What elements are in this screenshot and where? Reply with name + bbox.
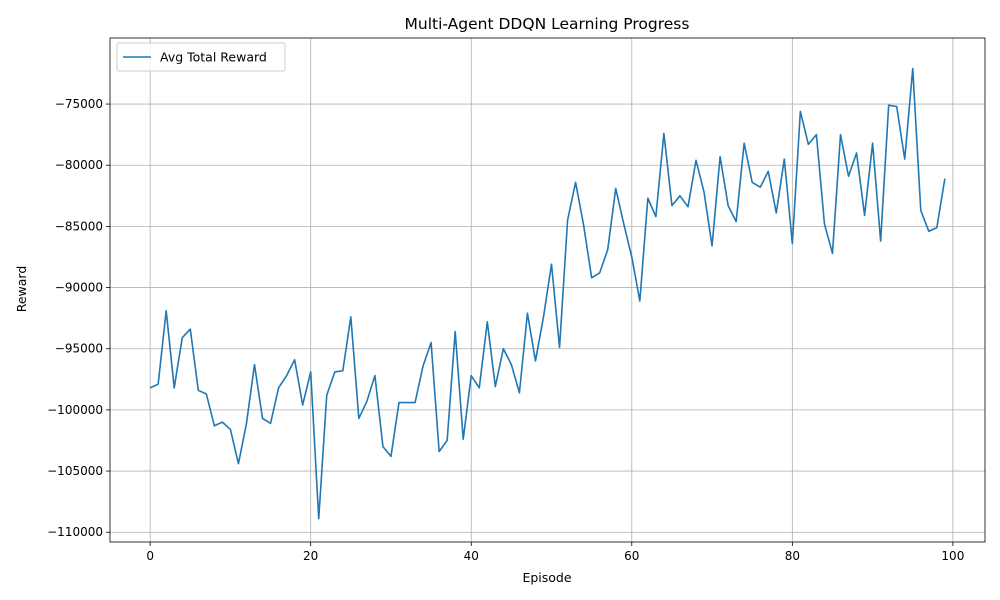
- y-tick-label: −80000: [55, 158, 103, 172]
- axis-ticks: 0 20 40 60 80 100 −110000 −105000 −100000 −95000 −…: [47, 97, 964, 563]
- y-tick-label: −90000: [55, 281, 103, 295]
- x-tick-label: 80: [785, 549, 800, 563]
- chart-title: Multi-Agent DDQN Learning Progress: [405, 15, 690, 33]
- y-tick-label: −100000: [47, 403, 103, 417]
- y-tick-label: −85000: [55, 219, 103, 233]
- plot-area-frame: [109, 37, 986, 543]
- y-tick-label: −75000: [55, 97, 103, 111]
- y-axis-label: Reward: [14, 266, 29, 313]
- legend-box: [116, 42, 286, 72]
- y-tick-label: −110000: [47, 525, 103, 539]
- x-tick-label: 100: [941, 549, 964, 563]
- x-tick-label: 40: [464, 549, 479, 563]
- legend-label: Avg Total Reward: [160, 50, 267, 65]
- x-tick-label: 60: [624, 549, 639, 563]
- y-tick-label: −95000: [55, 342, 103, 356]
- series-layer: [149, 67, 946, 520]
- y-tick-label: −105000: [47, 464, 103, 478]
- x-tick-label: 20: [303, 549, 318, 563]
- series-line: [149, 67, 946, 520]
- x-tick-label: 0: [146, 549, 154, 563]
- legend: Avg Total Reward: [116, 42, 286, 72]
- x-axis-label: Episode: [522, 570, 571, 585]
